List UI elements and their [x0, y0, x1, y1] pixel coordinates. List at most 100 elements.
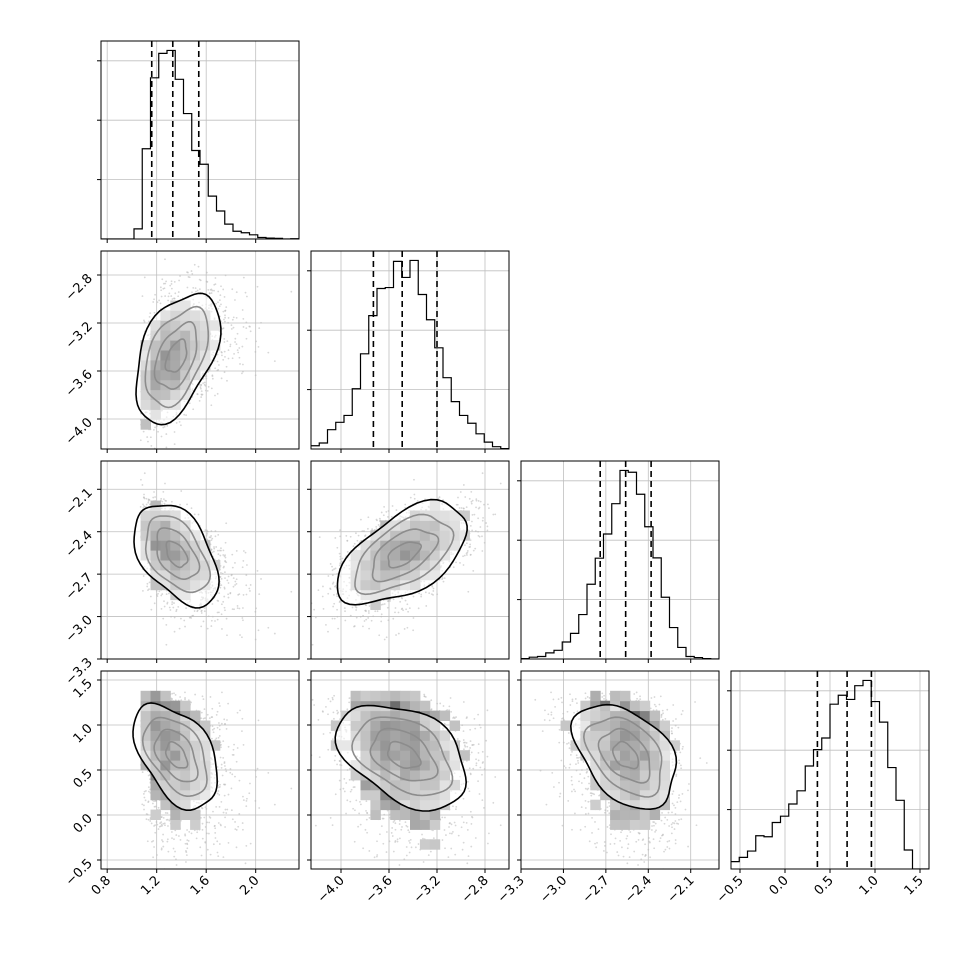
- sample-point: [175, 608, 178, 611]
- sample-point: [224, 559, 226, 562]
- sample-point: [160, 608, 163, 610]
- sample-point: [211, 551, 214, 554]
- sample-point: [207, 288, 210, 291]
- sample-point: [499, 482, 502, 485]
- sample-point: [235, 343, 238, 346]
- sample-point: [160, 594, 163, 597]
- sample-point: [198, 608, 201, 611]
- sample-point: [479, 526, 482, 528]
- sample-point: [245, 584, 248, 587]
- sample-point: [147, 440, 149, 443]
- sample-point: [241, 372, 243, 375]
- sample-point: [180, 235, 182, 237]
- sample-point: [158, 299, 161, 302]
- sample-point: [156, 301, 159, 304]
- sample-point: [331, 574, 334, 577]
- sample-point: [178, 420, 181, 423]
- sample-point: [212, 550, 215, 553]
- sample-point: [220, 303, 222, 306]
- sample-point: [165, 446, 168, 449]
- sample-point: [226, 634, 228, 637]
- sample-point: [392, 598, 395, 601]
- sample-point: [179, 275, 181, 277]
- sample-point: [150, 608, 153, 611]
- sample-point: [213, 547, 216, 550]
- sample-point: [418, 592, 421, 595]
- sample-point: [165, 643, 168, 646]
- sample-point: [221, 628, 223, 630]
- sample-point: [222, 554, 225, 556]
- sample-point: [195, 290, 197, 293]
- sample-point: [219, 586, 222, 589]
- sample-point: [339, 555, 342, 558]
- sample-point: [224, 571, 226, 574]
- sample-point: [169, 284, 172, 287]
- sample-point: [256, 285, 259, 288]
- sample-point: [210, 625, 213, 627]
- sample-point: [256, 570, 259, 572]
- sample-point: [224, 314, 226, 317]
- sample-point: [242, 619, 244, 622]
- sample-point: [190, 270, 193, 272]
- sample-point: [231, 553, 234, 556]
- panel-frame: [100, 250, 300, 450]
- sample-point: [329, 588, 332, 591]
- sample-point: [488, 507, 490, 510]
- sample-point: [165, 623, 168, 626]
- sample-point: [220, 377, 223, 380]
- sample-point: [254, 610, 257, 613]
- sample-point: [223, 565, 225, 568]
- sample-point: [333, 593, 335, 596]
- sample-point: [258, 593, 261, 596]
- sample-point: [200, 393, 203, 396]
- sample-point: [230, 324, 233, 327]
- sample-point: [148, 498, 150, 501]
- sample-point: [214, 530, 217, 532]
- sample-point: [238, 607, 241, 610]
- sample-point: [412, 595, 415, 598]
- sample-point: [162, 491, 165, 493]
- sample-point: [248, 587, 251, 590]
- sample-point: [231, 288, 234, 291]
- sample-point: [213, 289, 215, 292]
- sample-point: [217, 533, 220, 536]
- sample-point: [227, 582, 230, 584]
- sample-point: [196, 393, 199, 396]
- density-cell: [140, 419, 151, 430]
- sample-point: [160, 497, 163, 500]
- sample-point: [170, 280, 173, 283]
- sample-point: [211, 289, 214, 292]
- sample-point: [242, 594, 245, 596]
- sample-point: [234, 584, 236, 586]
- sample-point: [220, 547, 222, 550]
- sample-point: [143, 493, 145, 496]
- sample-point: [146, 582, 149, 585]
- sample-point: [470, 502, 473, 505]
- sample-point: [226, 579, 229, 582]
- sample-point: [331, 569, 334, 572]
- sample-point: [420, 593, 423, 596]
- sample-point: [170, 500, 173, 503]
- sample-point: [359, 518, 362, 521]
- sample-point: [164, 295, 167, 297]
- sample-point: [380, 615, 383, 618]
- sample-point: [236, 332, 239, 335]
- sample-point: [219, 549, 221, 552]
- sample-point: [245, 321, 248, 324]
- sample-point: [223, 296, 226, 298]
- sample-point: [466, 550, 469, 552]
- sample-point: [318, 536, 321, 539]
- sample-point: [249, 325, 251, 328]
- sample-point: [219, 294, 222, 297]
- sample-point: [224, 577, 226, 580]
- sample-point: [142, 503, 144, 506]
- sample-point: [141, 484, 144, 486]
- sample-point: [344, 619, 347, 622]
- sample-point: [199, 386, 202, 389]
- sample-point: [397, 632, 400, 635]
- sample-point: [211, 603, 214, 605]
- sample-point: [162, 617, 165, 620]
- sample-point: [171, 601, 174, 603]
- sample-point: [428, 592, 431, 595]
- sample-point: [238, 347, 241, 349]
